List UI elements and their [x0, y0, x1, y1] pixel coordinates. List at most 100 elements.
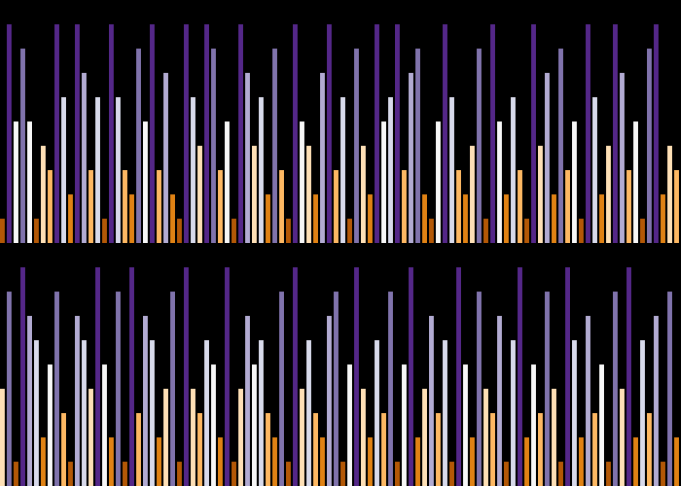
- bar: [585, 24, 591, 243]
- bar: [633, 437, 639, 486]
- bar: [265, 194, 271, 243]
- bar: [292, 24, 298, 243]
- bar: [95, 97, 101, 243]
- bar: [115, 97, 121, 243]
- bar: [320, 72, 325, 244]
- bar: [320, 437, 325, 486]
- bar: [476, 291, 482, 486]
- bar: [27, 315, 33, 486]
- bar: [149, 340, 155, 486]
- bar: [217, 170, 223, 243]
- bar: [503, 461, 509, 486]
- bar: [13, 461, 19, 486]
- bar: [503, 194, 509, 243]
- bar: [197, 413, 203, 486]
- bar: [565, 170, 570, 243]
- bar: [524, 218, 530, 243]
- bar: [129, 194, 135, 243]
- bar: [667, 145, 673, 243]
- bar: [558, 461, 564, 486]
- bar: [40, 145, 46, 243]
- bar: [224, 267, 230, 486]
- bar: [483, 388, 489, 486]
- bar: [245, 72, 250, 244]
- bar: [122, 461, 128, 486]
- bar: [531, 364, 536, 486]
- bar: [408, 72, 414, 244]
- bar: [108, 437, 114, 486]
- bar: [476, 48, 482, 243]
- bar: [286, 218, 291, 243]
- bar: [265, 413, 271, 486]
- bar: [435, 413, 441, 486]
- bar: [258, 97, 264, 243]
- bar: [47, 170, 53, 243]
- bar: [68, 194, 73, 243]
- bar: [217, 437, 223, 486]
- bar: [517, 170, 523, 243]
- bar: [449, 97, 455, 243]
- bar: [456, 267, 462, 486]
- bar: [653, 24, 659, 243]
- bar: [88, 170, 94, 243]
- bar: [306, 145, 312, 243]
- bar: [469, 437, 475, 486]
- bar: [653, 315, 659, 486]
- bar: [456, 170, 462, 243]
- bar: [490, 24, 496, 243]
- bar: [27, 121, 33, 243]
- bar: [510, 97, 516, 243]
- bar: [170, 291, 176, 486]
- bar: [333, 170, 339, 243]
- bar: [394, 461, 400, 486]
- bar: [299, 121, 305, 243]
- bar: [381, 121, 387, 243]
- bar: [646, 413, 652, 486]
- bar: [674, 170, 679, 243]
- bar: [129, 267, 135, 486]
- bar: [646, 48, 652, 243]
- bar: [74, 24, 80, 243]
- bar: [674, 437, 679, 486]
- bar: [626, 170, 632, 243]
- bar: [136, 413, 141, 486]
- bar: [667, 291, 673, 486]
- bar: [531, 24, 536, 243]
- bar: [156, 437, 162, 486]
- bar: [6, 291, 12, 486]
- bar: [619, 72, 625, 244]
- bar: [544, 291, 550, 486]
- bar: [313, 194, 319, 243]
- bar: [483, 218, 489, 243]
- bar: [435, 121, 441, 243]
- bar: [490, 413, 496, 486]
- bar: [544, 72, 550, 244]
- bar: [537, 413, 543, 486]
- bar: [354, 48, 359, 243]
- bar: [592, 413, 598, 486]
- bar: [606, 145, 611, 243]
- bar: [0, 218, 5, 243]
- bar: [388, 291, 393, 486]
- bar: [360, 388, 366, 486]
- bar: [102, 218, 107, 243]
- bar: [572, 121, 577, 243]
- bar: [190, 388, 196, 486]
- bar: [170, 194, 176, 243]
- bar: [102, 364, 107, 486]
- bar: [640, 340, 645, 486]
- bar: [238, 24, 244, 243]
- bar: [551, 388, 557, 486]
- bar: [13, 121, 19, 243]
- bar: [238, 388, 244, 486]
- bar: [592, 97, 598, 243]
- bar: [326, 24, 332, 243]
- bar: [224, 121, 230, 243]
- bar: [640, 218, 645, 243]
- bar: [442, 340, 448, 486]
- bar: [54, 291, 60, 486]
- bar: [115, 291, 121, 486]
- bar: [333, 291, 339, 486]
